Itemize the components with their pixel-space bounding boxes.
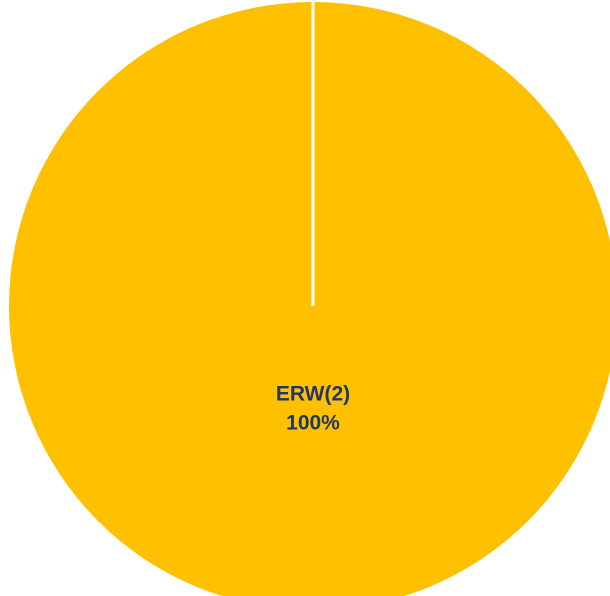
pie-slices — [9, 2, 610, 596]
pie-slice-erw2 — [9, 2, 610, 596]
pie-data-labels: ERW(2) 100% — [276, 382, 350, 434]
slice-label-erw2: ERW(2) — [276, 382, 350, 405]
slice-percent-label-erw2: 100% — [286, 411, 340, 434]
